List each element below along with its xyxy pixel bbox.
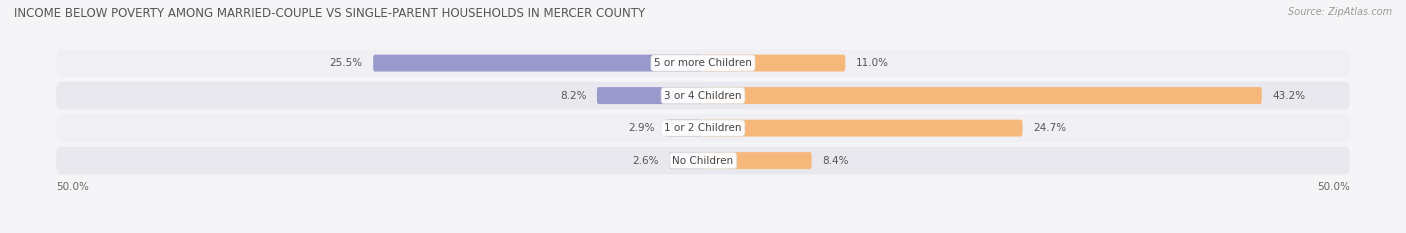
Text: 2.9%: 2.9% — [628, 123, 655, 133]
Text: 3 or 4 Children: 3 or 4 Children — [664, 91, 742, 101]
Text: 43.2%: 43.2% — [1272, 91, 1305, 101]
Text: 8.2%: 8.2% — [560, 91, 586, 101]
Text: 24.7%: 24.7% — [1033, 123, 1066, 133]
FancyBboxPatch shape — [703, 55, 845, 72]
Text: 50.0%: 50.0% — [1317, 182, 1350, 192]
Text: 11.0%: 11.0% — [856, 58, 889, 68]
FancyBboxPatch shape — [373, 55, 703, 72]
FancyBboxPatch shape — [703, 152, 811, 169]
Text: 50.0%: 50.0% — [56, 182, 89, 192]
FancyBboxPatch shape — [56, 49, 1350, 77]
Text: 1 or 2 Children: 1 or 2 Children — [664, 123, 742, 133]
FancyBboxPatch shape — [703, 87, 1261, 104]
FancyBboxPatch shape — [598, 87, 703, 104]
Text: 8.4%: 8.4% — [823, 156, 848, 166]
FancyBboxPatch shape — [669, 152, 703, 169]
Text: 2.6%: 2.6% — [633, 156, 659, 166]
Text: 25.5%: 25.5% — [329, 58, 363, 68]
FancyBboxPatch shape — [56, 114, 1350, 142]
Text: INCOME BELOW POVERTY AMONG MARRIED-COUPLE VS SINGLE-PARENT HOUSEHOLDS IN MERCER : INCOME BELOW POVERTY AMONG MARRIED-COUPL… — [14, 7, 645, 20]
FancyBboxPatch shape — [56, 82, 1350, 110]
Text: No Children: No Children — [672, 156, 734, 166]
FancyBboxPatch shape — [56, 147, 1350, 175]
Text: 5 or more Children: 5 or more Children — [654, 58, 752, 68]
FancyBboxPatch shape — [703, 120, 1022, 137]
FancyBboxPatch shape — [665, 120, 703, 137]
Text: Source: ZipAtlas.com: Source: ZipAtlas.com — [1288, 7, 1392, 17]
